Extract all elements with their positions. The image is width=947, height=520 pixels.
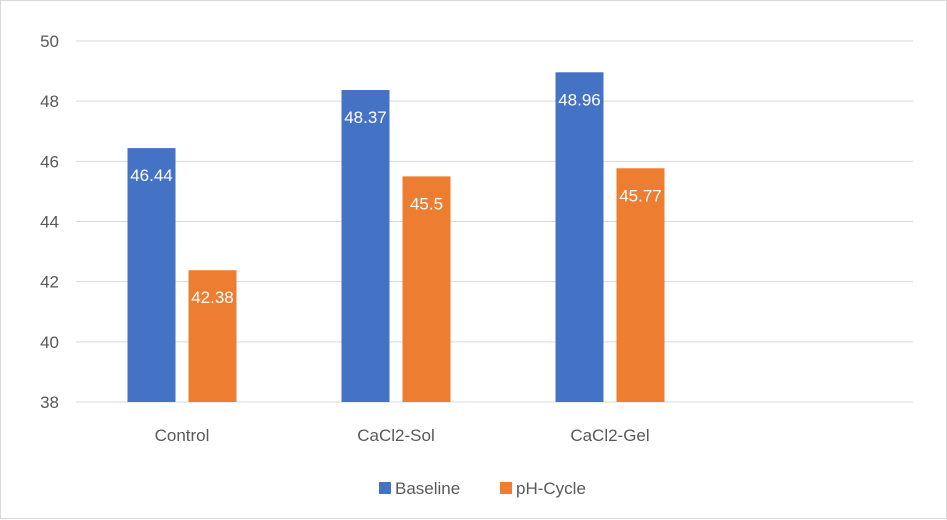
data-label: 45.77 [619, 186, 662, 205]
data-label: 48.96 [558, 90, 601, 109]
y-tick-label: 38 [40, 393, 59, 412]
bar-ph-cycle-control [188, 270, 237, 402]
y-tick-label: 48 [40, 92, 59, 111]
bar-ph-cycle-cacl2-gel [616, 168, 665, 402]
data-label: 42.38 [191, 288, 234, 307]
legend-label: pH-Cycle [516, 479, 586, 498]
y-tick-label: 50 [40, 32, 59, 51]
legend-label: Baseline [395, 479, 460, 498]
y-tick-label: 40 [40, 333, 59, 352]
data-label: 48.37 [344, 108, 387, 127]
legend: Baseline pH-Cycle [379, 479, 586, 498]
bar-baseline-cacl2-gel [555, 72, 604, 402]
data-label: 45.5 [410, 194, 443, 213]
legend-swatch [500, 482, 512, 494]
bar-baseline-cacl2-sol [341, 90, 390, 403]
legend-swatch [379, 482, 391, 494]
y-tick-label: 42 [40, 273, 59, 292]
y-tick-label: 46 [40, 152, 59, 171]
data-label: 46.44 [130, 166, 173, 185]
x-tick-label: CaCl2-Sol [357, 426, 434, 445]
data-labels: 46.44 42.38 48.37 45.5 48.96 45.77 [130, 90, 662, 307]
x-tick-label: Control [155, 426, 210, 445]
bars [127, 72, 665, 403]
y-tick-label: 44 [40, 213, 59, 232]
x-axis-ticks: Control CaCl2-Sol CaCl2-Gel [155, 426, 650, 445]
bar-baseline-control [127, 148, 176, 402]
bar-ph-cycle-cacl2-sol [402, 176, 451, 402]
x-tick-label: CaCl2-Gel [570, 426, 649, 445]
y-axis-ticks: 38 40 42 44 46 48 50 [40, 32, 59, 412]
